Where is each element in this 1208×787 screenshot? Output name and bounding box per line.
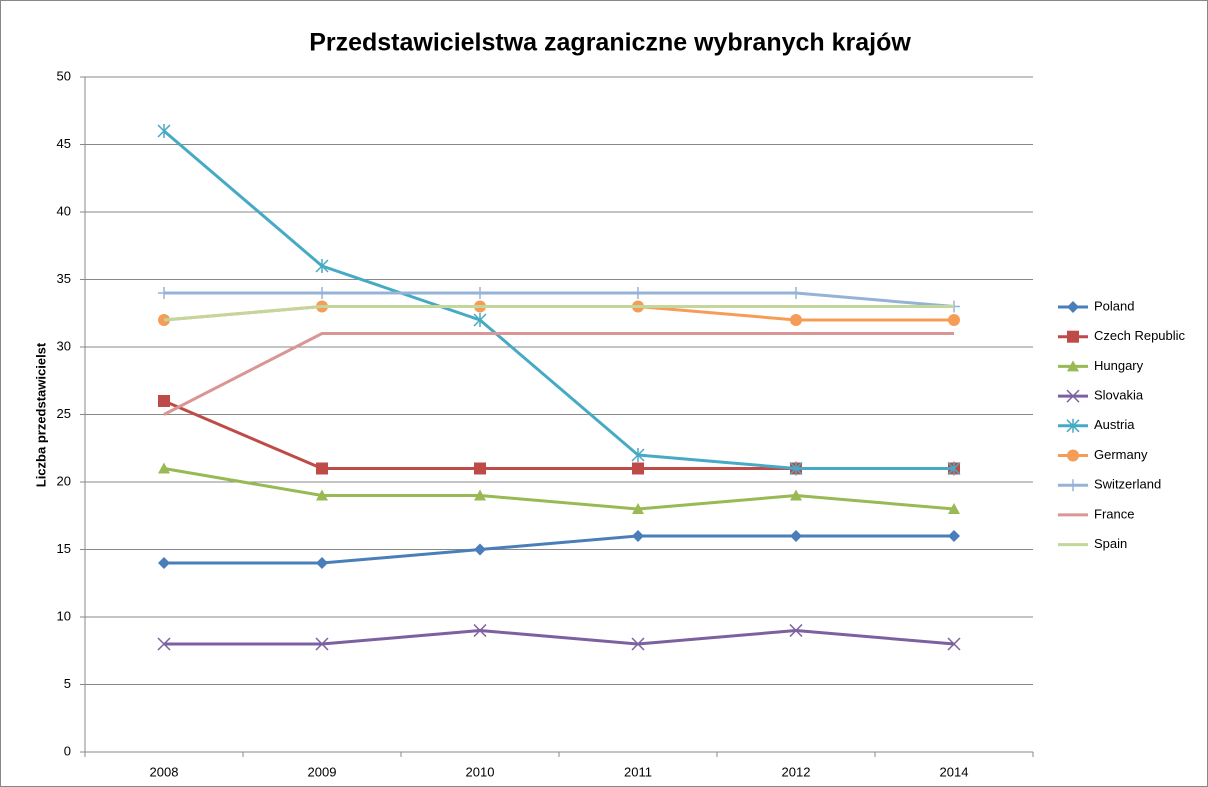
y-axis-label: Liczba przedstawicielst (33, 342, 48, 487)
data-point (474, 287, 486, 299)
y-tick-label: 40 (57, 203, 71, 218)
legend-label: Czech Republic (1094, 328, 1186, 343)
data-point (632, 287, 644, 299)
data-point (632, 503, 644, 514)
series-line (163, 332, 954, 416)
series-line (164, 291, 955, 308)
data-point (473, 623, 487, 638)
data-point (315, 259, 329, 273)
y-tick-label: 45 (57, 136, 71, 151)
data-point (789, 461, 803, 476)
data-point (790, 314, 802, 326)
y-tick-label: 30 (57, 338, 71, 353)
legend-marker (1067, 330, 1079, 343)
legend-label: Austria (1094, 417, 1135, 432)
x-tick-label: 2010 (466, 764, 495, 779)
data-point (316, 287, 328, 299)
y-tick-label: 35 (57, 271, 71, 286)
data-point (474, 462, 486, 475)
legend-label: Hungary (1094, 358, 1144, 373)
data-point (790, 489, 802, 501)
data-point (631, 448, 645, 462)
y-tick-label: 25 (57, 406, 71, 421)
data-point (157, 637, 171, 651)
legend-marker (1067, 449, 1079, 462)
x-tick-label: 2009 (308, 764, 337, 779)
legend-marker (1067, 360, 1079, 372)
legend-marker (1067, 301, 1079, 313)
legend-label: France (1094, 506, 1134, 521)
data-point (947, 461, 961, 476)
data-point (316, 489, 328, 501)
data-point (315, 637, 329, 651)
data-point (158, 287, 170, 299)
y-tick-label: 50 (57, 68, 71, 83)
y-tick-label: 5 (64, 676, 71, 691)
data-point (158, 557, 170, 569)
data-point (947, 637, 961, 651)
legend-marker (1067, 479, 1079, 492)
series-line (163, 305, 954, 322)
data-point (948, 503, 960, 514)
series-line (163, 467, 955, 511)
data-point (948, 530, 960, 542)
data-point (789, 623, 803, 638)
series-line (163, 129, 954, 470)
series-line (164, 629, 955, 646)
data-point (632, 462, 644, 475)
legend-marker (1066, 389, 1080, 403)
y-tick-label: 10 (57, 608, 71, 623)
y-tick-label: 20 (57, 473, 71, 488)
y-tick-label: 0 (64, 743, 71, 758)
data-point (157, 124, 171, 138)
data-point (632, 530, 644, 542)
data-point (474, 489, 486, 501)
x-tick-label: 2008 (150, 764, 179, 779)
data-point (790, 530, 802, 542)
legend-label: Spain (1094, 536, 1127, 551)
data-point (158, 462, 170, 474)
legend-label: Slovakia (1094, 388, 1144, 403)
legend-label: Poland (1094, 298, 1134, 313)
data-point (473, 313, 487, 327)
data-point (158, 395, 170, 407)
data-point (316, 462, 328, 475)
data-point (474, 543, 486, 556)
legend-label: Germany (1094, 447, 1148, 462)
legend-marker (1066, 418, 1080, 433)
x-tick-label: 2012 (782, 764, 811, 779)
series-line (164, 534, 954, 565)
data-point (948, 314, 960, 326)
x-tick-label: 2014 (940, 764, 969, 779)
y-tick-label: 15 (57, 541, 71, 556)
data-point (790, 287, 802, 299)
data-point (631, 637, 645, 651)
data-point (316, 557, 328, 569)
x-tick-label: 2011 (624, 764, 652, 779)
legend-label: Switzerland (1094, 477, 1161, 492)
chart-title: Przedstawicielstwa zagraniczne wybranych… (309, 29, 911, 57)
